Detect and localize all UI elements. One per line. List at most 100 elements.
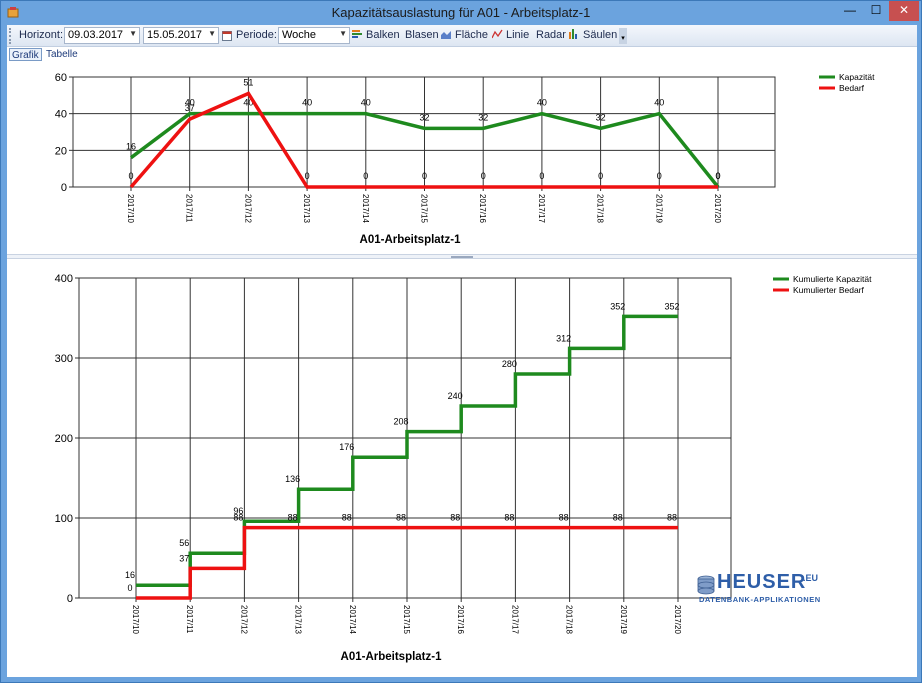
logo-name: HEUSER: [717, 571, 807, 593]
x-tick-label: 2017/14: [348, 605, 357, 634]
window-title: Kapazitätsauslastung für A01 - Arbeitspl…: [331, 5, 591, 20]
x-tick-label: 2017/19: [654, 194, 663, 223]
data-label: 352: [610, 301, 625, 311]
toolbar: Horizont: 09.03.2017 ▼ 15.05.2017 ▼ Peri…: [7, 25, 917, 47]
series-line-1: [136, 525, 678, 600]
balken-label: Balken: [366, 29, 400, 41]
splitter-grip-icon: [451, 256, 473, 258]
data-label: 16: [125, 570, 135, 580]
chevron-down-icon: ▼: [208, 29, 216, 38]
y-tick-label: 20: [55, 145, 67, 157]
data-label: 96: [233, 506, 243, 516]
minimize-button[interactable]: —: [844, 3, 856, 17]
date-to-combo[interactable]: 15.05.2017 ▼: [143, 27, 219, 44]
data-label: 88: [559, 513, 569, 523]
heuser-logo: HEUSER .EU DATENBANK-APPLIKATIONEN: [697, 571, 827, 613]
maximize-button[interactable]: ☐: [870, 3, 882, 17]
linie-button[interactable]: Linie: [492, 29, 529, 41]
data-label: 88: [342, 513, 352, 523]
data-label: 0: [481, 171, 486, 181]
periode-label: Periode:: [236, 29, 277, 41]
series-line-1: [129, 91, 718, 189]
data-label: 88: [667, 513, 677, 523]
data-label: 56: [179, 538, 189, 548]
logo-suffix: .EU: [803, 573, 819, 583]
x-tick-label: 2017/12: [239, 605, 248, 634]
data-label: 32: [596, 112, 606, 122]
data-label: 88: [504, 513, 514, 523]
data-label: 0: [128, 171, 133, 181]
title-bar[interactable]: Kapazitätsauslastung für A01 - Arbeitspl…: [1, 1, 921, 25]
x-tick-label: 2017/14: [361, 194, 370, 223]
legend-label-1: Bedarf: [839, 83, 865, 93]
data-label: 88: [396, 513, 406, 523]
capacity-line-chart: 0 20 40 60 2017/10 2017/11 2017/12 2017/13 2017/…: [7, 65, 917, 254]
flaeche-button[interactable]: Fläche: [441, 29, 488, 41]
date-from-value: 09.03.2017: [68, 29, 124, 41]
tab-tabelle[interactable]: Tabelle: [46, 49, 78, 60]
x-tick-label: 2017/16: [456, 605, 465, 634]
area-chart-icon: [441, 31, 451, 39]
data-label: 0: [305, 171, 310, 181]
data-label: 40: [537, 98, 547, 108]
x-tick-label: 2017/12: [243, 194, 252, 223]
x-tick-label: 2017/10: [131, 605, 140, 634]
x-tick-label: 2017/11: [185, 605, 194, 634]
data-label: 208: [393, 417, 408, 427]
x-tick-label: 2017/20: [713, 194, 722, 223]
chevron-down-icon: ▼: [129, 29, 137, 38]
saeulen-button[interactable]: Säulen: [569, 29, 617, 41]
close-button[interactable]: ✕: [889, 1, 919, 21]
logo-tagline: DATENBANK-APPLIKATIONEN: [699, 595, 821, 604]
x-tick-label: 2017/16: [478, 194, 487, 223]
periode-value: Woche: [282, 29, 317, 41]
y-tick-label: 300: [55, 353, 73, 365]
y-tick-label: 60: [55, 72, 67, 84]
app-icon: [7, 7, 19, 18]
data-label: 0: [363, 171, 368, 181]
data-label: 88: [450, 513, 460, 523]
x-tick-label: 2017/18: [596, 194, 605, 223]
line-chart-icon: [492, 29, 503, 39]
data-label: 312: [556, 333, 571, 343]
x-tick-label: 2017/15: [420, 194, 429, 223]
radar-button[interactable]: Radar: [536, 29, 566, 41]
bar-chart-icon: [352, 30, 362, 38]
data-label: 0: [715, 171, 720, 181]
date-to-value: 15.05.2017: [147, 29, 203, 41]
balken-button[interactable]: Balken: [352, 29, 400, 41]
x-tick-label: 2017/19: [619, 605, 628, 634]
x-tick-label: 2017/17: [537, 194, 546, 223]
date-from-combo[interactable]: 09.03.2017 ▼: [64, 27, 140, 44]
data-label: 240: [448, 391, 463, 401]
flaeche-label: Fläche: [455, 29, 489, 41]
column-chart-icon: [569, 29, 577, 39]
data-label: 0: [422, 171, 427, 181]
data-label: 280: [502, 359, 517, 369]
tab-grafik[interactable]: Grafik: [9, 48, 42, 61]
x-tick-label: 2017/11: [185, 194, 194, 223]
x-tick-label: 2017/13: [302, 194, 311, 223]
legend-label-0: Kapazität: [839, 72, 875, 82]
data-label: 136: [285, 474, 300, 484]
y-tick-label: 200: [55, 433, 73, 445]
toolbar-overflow-button[interactable]: ▾: [619, 28, 627, 44]
toolbar-grip[interactable]: [9, 28, 12, 44]
x-tick-label: 2017/10: [126, 194, 135, 223]
data-label: 0: [598, 171, 603, 181]
data-label: 0: [127, 583, 132, 593]
data-label: 40: [185, 98, 195, 108]
data-label: 0: [657, 171, 662, 181]
data-label: 37: [185, 103, 195, 113]
blasen-button[interactable]: Blasen: [405, 29, 439, 41]
y-tick-label: 0: [61, 182, 67, 194]
periode-combo[interactable]: Woche ▼: [278, 27, 350, 44]
tab-strip: Grafik Tabelle: [7, 48, 917, 62]
x-tick-label: 2017/15: [402, 605, 411, 634]
saeulen-label: Säulen: [583, 29, 618, 41]
chart-title: A01-Arbeitsplatz-1: [360, 234, 462, 246]
data-label: 40: [361, 98, 371, 108]
chevron-down-icon: ▼: [339, 29, 347, 38]
panel-splitter[interactable]: [7, 254, 917, 259]
x-tick-label: 2017/17: [510, 605, 519, 634]
